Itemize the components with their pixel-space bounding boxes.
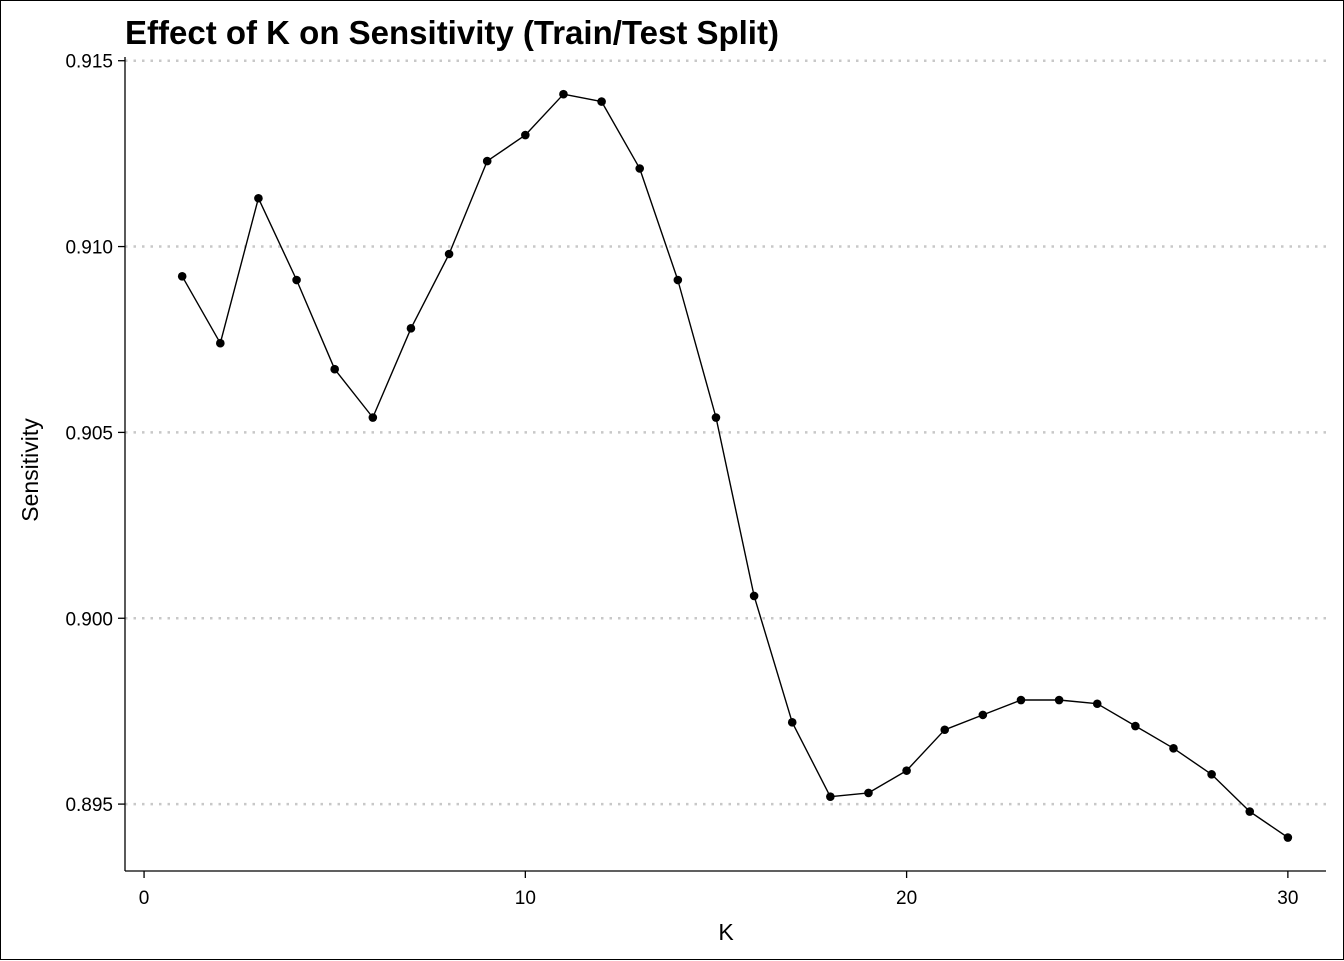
- data-point: [521, 130, 530, 140]
- data-point: [635, 164, 645, 173]
- data-point: [1207, 770, 1216, 779]
- data-point: [406, 324, 416, 333]
- x-tick-label: 10: [515, 888, 536, 909]
- y-tick-label: 0.895: [65, 795, 113, 816]
- y-tick-label: 0.915: [65, 52, 113, 73]
- data-point: [711, 413, 721, 422]
- data-point: [1245, 807, 1255, 816]
- data-point: [1169, 744, 1178, 753]
- data-point: [1283, 833, 1293, 842]
- x-tick-label: 20: [896, 888, 917, 909]
- series-line: [181, 93, 1289, 839]
- data-point: [597, 97, 606, 106]
- data-point: [444, 249, 454, 259]
- data-point: [482, 156, 492, 166]
- data-point: [216, 338, 225, 348]
- y-tick-label: 0.905: [65, 423, 113, 444]
- grid-lines: [125, 59, 1326, 806]
- axis-ticks: 0.895 0.900 0.905 0.910 0.915 0 10 20 30: [65, 52, 1298, 909]
- data-point: [978, 710, 988, 720]
- data-point: [787, 718, 797, 727]
- chart-title: Effect of K on Sensitivity (Train/Test S…: [125, 14, 779, 51]
- data-point: [1054, 695, 1064, 705]
- data-point: [864, 788, 873, 798]
- x-axis-title: K: [718, 919, 734, 945]
- data-point: [902, 766, 911, 775]
- x-tick-label: 30: [1277, 888, 1298, 909]
- data-point: [940, 725, 950, 735]
- data-point: [177, 271, 187, 281]
- y-tick-label: 0.910: [65, 238, 113, 259]
- data-point: [330, 364, 339, 374]
- data-point: [292, 275, 301, 285]
- y-axis-title: Sensitivity: [17, 418, 43, 522]
- data-point: [749, 591, 759, 601]
- axes: [124, 57, 1326, 872]
- data-point: [1131, 721, 1140, 731]
- data-point: [1016, 695, 1026, 705]
- data-point: [826, 792, 835, 801]
- data-points: [177, 89, 1293, 842]
- data-point: [368, 413, 378, 422]
- x-tick-label: 0: [139, 888, 150, 909]
- data-point: [673, 275, 683, 285]
- y-tick-label: 0.900: [65, 609, 113, 630]
- data-series: [181, 93, 1289, 839]
- data-point: [254, 193, 263, 203]
- data-point: [559, 89, 568, 99]
- data-point: [1092, 699, 1102, 709]
